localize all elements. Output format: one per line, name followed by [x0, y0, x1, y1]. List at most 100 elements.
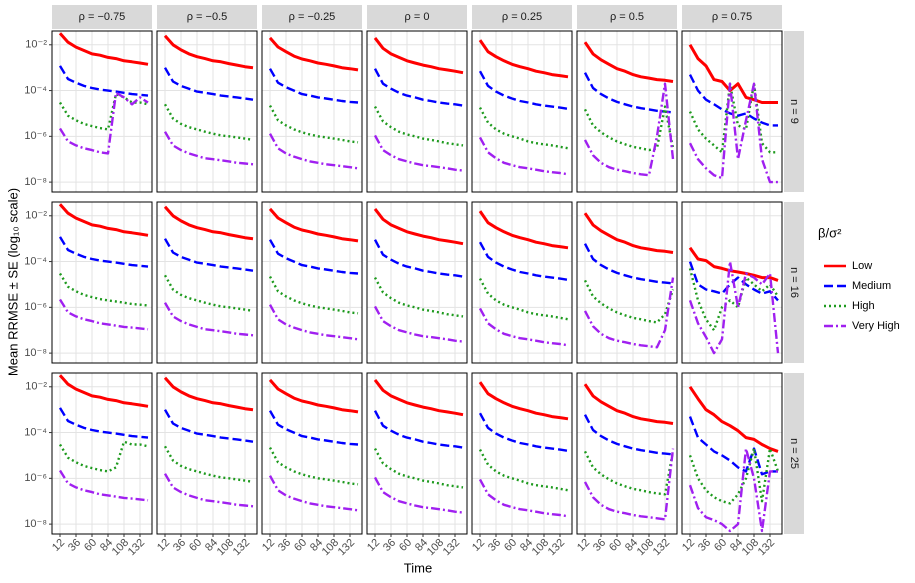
series-line: [688, 385, 779, 453]
x-tick-label: 132: [336, 537, 357, 558]
y-axis-title: Mean RRMSE ± SE (log₁₀ scale): [5, 188, 20, 376]
series-line: [478, 39, 569, 79]
x-tick-label: 12: [470, 537, 487, 554]
y-tick-label: 10⁻²: [25, 381, 47, 393]
series-line: [58, 469, 149, 502]
column-label: ρ = 0.5: [610, 11, 644, 23]
panel-border: [261, 201, 363, 364]
panel-lines: [163, 205, 254, 337]
panel-border: [681, 201, 783, 364]
series-line: [583, 105, 675, 152]
series-line: [478, 381, 569, 421]
series-line: [373, 134, 464, 172]
panel-lines: [58, 203, 149, 331]
x-tick-label: 12: [365, 537, 382, 554]
column-label: ρ = −0.25: [289, 11, 336, 23]
x-tick-label: 60: [502, 537, 519, 554]
column-label: ρ = −0.5: [187, 11, 228, 23]
column-label: ρ = 0.75: [712, 11, 752, 23]
series-line: [688, 44, 778, 104]
y-tick-label: 10⁻⁴: [24, 426, 47, 438]
panel-lines: [478, 381, 569, 518]
y-tick-label: 10⁻⁶: [24, 472, 47, 484]
series-line: [163, 274, 254, 313]
strip: [577, 5, 677, 29]
series-line: [268, 475, 359, 512]
series-line: [268, 447, 359, 486]
y-tick-label: 10⁻⁸: [24, 518, 47, 530]
series-line: [688, 82, 778, 154]
x-tick-label: 36: [591, 537, 608, 554]
panel-border: [366, 30, 468, 193]
y-tick-label: 10⁻⁴: [24, 255, 47, 267]
panel-lines: [688, 44, 778, 184]
legend-label: Very High: [852, 320, 900, 332]
strip: [52, 5, 152, 29]
panel-border: [366, 201, 468, 364]
series-line: [373, 106, 464, 147]
panel-background: [157, 373, 257, 534]
panel-lines: [58, 374, 149, 502]
series-line: [163, 376, 254, 412]
series-line: [373, 207, 464, 246]
panel-background: [367, 373, 467, 534]
series-line: [688, 246, 779, 282]
panel-lines: [163, 34, 254, 166]
panel-background: [472, 31, 572, 192]
x-tick-label: 36: [276, 537, 293, 554]
series-line: [583, 277, 675, 349]
panel-border: [51, 30, 153, 193]
y-tick-label: 10⁻⁸: [24, 347, 47, 359]
panel-border: [51, 201, 153, 364]
column-label: ρ = 0: [405, 11, 430, 23]
y-tick-label: 10⁻⁶: [24, 301, 47, 313]
panel-background: [472, 202, 572, 363]
series-line: [688, 447, 780, 505]
panel-background: [262, 202, 362, 363]
series-line: [583, 414, 674, 456]
series-line: [58, 65, 149, 97]
series-line: [373, 36, 464, 75]
series-line: [478, 136, 569, 176]
x-tick-label: 60: [607, 537, 624, 554]
panel-background: [52, 31, 152, 192]
series-line: [688, 74, 778, 127]
x-tick-label: 60: [397, 537, 414, 554]
series-line: [268, 239, 359, 275]
y-tick-label: 10⁻⁴: [24, 84, 47, 96]
series-line: [478, 241, 569, 281]
x-tick-label: 36: [66, 537, 83, 554]
panel-border: [681, 30, 783, 193]
panel-lines: [268, 378, 359, 512]
column-label: ρ = −0.75: [79, 11, 126, 23]
series-line: [268, 207, 359, 243]
series-line: [163, 302, 254, 337]
x-tick-label: 132: [231, 537, 252, 558]
series-line: [373, 305, 464, 343]
series-line: [58, 203, 149, 237]
panel-lines: [583, 212, 675, 349]
strip: [367, 5, 467, 29]
series-line: [688, 416, 778, 476]
panel-lines: [688, 246, 780, 355]
strip: [682, 5, 782, 29]
series-line: [163, 445, 254, 484]
series-line: [478, 278, 569, 321]
x-tick-label: 12: [575, 537, 592, 554]
panel-background: [367, 31, 467, 192]
panel-background: [262, 373, 362, 534]
series-line: [583, 450, 675, 496]
series-line: [583, 41, 674, 83]
series-line: [268, 133, 359, 170]
series-line: [373, 277, 464, 318]
x-tick-label: 12: [260, 537, 277, 554]
panel-background: [472, 373, 572, 534]
panel-lines: [373, 207, 464, 343]
panel-background: [157, 202, 257, 363]
legend-title: β/σ²: [818, 225, 842, 240]
panel-background: [577, 373, 677, 534]
strip: [784, 31, 804, 192]
series-line: [373, 239, 464, 278]
series-line: [373, 68, 464, 107]
